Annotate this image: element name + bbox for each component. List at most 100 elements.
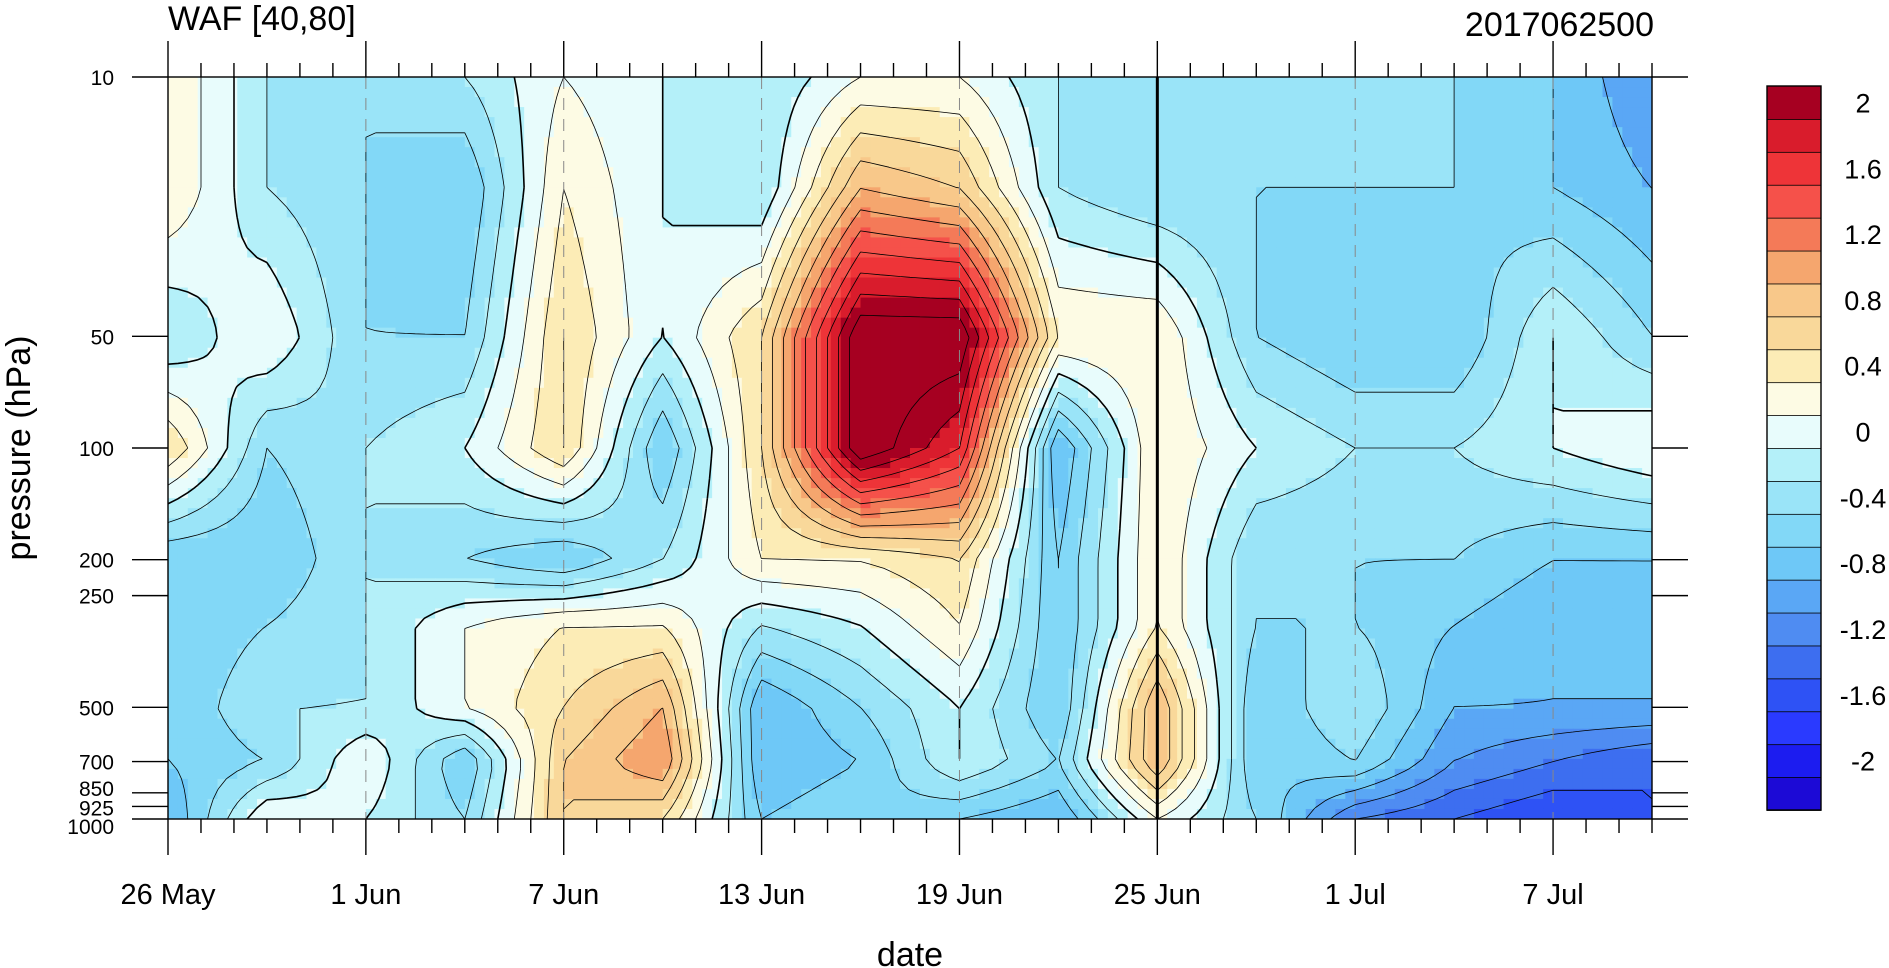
- contour-cell: [870, 87, 881, 98]
- contour-cell: [1266, 177, 1277, 188]
- contour-cell: [1028, 387, 1040, 399]
- contour-cell: [1315, 197, 1327, 208]
- contour-cell: [257, 287, 268, 299]
- contour-cell: [751, 87, 763, 98]
- contour-cell: [1216, 217, 1228, 229]
- contour-cell: [672, 307, 684, 319]
- contour-cell: [969, 87, 980, 98]
- contour-cell: [336, 197, 347, 208]
- contour-cell: [850, 87, 862, 98]
- contour-cell: [603, 377, 614, 389]
- contour-cell: [1503, 137, 1515, 148]
- contour-cell: [910, 347, 921, 359]
- contour-cell: [781, 97, 792, 108]
- contour-cell: [445, 287, 456, 299]
- contour-cell: [1384, 177, 1396, 188]
- contour-cell: [642, 137, 654, 148]
- contour-cell: [445, 147, 456, 158]
- contour-cell: [207, 357, 219, 369]
- contour-cell: [1414, 307, 1426, 319]
- contour-cell: [830, 147, 842, 158]
- contour-cell: [1038, 137, 1050, 148]
- contour-cell: [880, 107, 891, 118]
- contour-cell: [959, 117, 970, 128]
- contour-cell: [880, 287, 891, 299]
- contour-cell: [1187, 247, 1198, 259]
- contour-cell: [1107, 387, 1119, 399]
- contour-cell: [1028, 117, 1040, 128]
- contour-cell: [286, 407, 298, 419]
- contour-cell: [464, 157, 476, 168]
- contour-cell: [187, 327, 199, 339]
- contour-cell: [385, 377, 397, 389]
- contour-cell: [900, 107, 911, 118]
- contour-cell: [830, 87, 842, 98]
- contour-cell: [514, 327, 525, 339]
- contour-cell: [494, 117, 505, 128]
- contour-cell: [1177, 177, 1188, 188]
- contour-cell: [1582, 87, 1594, 98]
- contour-cell: [494, 107, 505, 118]
- contour-cell: [276, 97, 288, 108]
- contour-cell: [1196, 337, 1208, 349]
- contour-cell: [1276, 177, 1287, 188]
- contour-cell: [1513, 87, 1524, 98]
- contour-cell: [1473, 297, 1485, 309]
- contour-cell: [1058, 367, 1069, 379]
- contour-cell: [445, 317, 456, 329]
- contour-cell: [1384, 197, 1396, 208]
- contour-cell: [662, 157, 674, 168]
- contour-cell: [1454, 317, 1465, 329]
- contour-cell: [850, 127, 862, 138]
- contour-cell: [672, 147, 684, 158]
- contour-cell: [1454, 147, 1465, 158]
- contour-cell: [405, 347, 416, 359]
- contour-cell: [771, 167, 782, 178]
- contour-cell: [850, 167, 862, 178]
- contour-cell: [1038, 77, 1050, 88]
- contour-cell: [514, 227, 525, 239]
- contour-cell: [355, 197, 367, 208]
- contour-cell: [1444, 267, 1455, 279]
- contour-cell: [553, 327, 565, 339]
- contour-cell: [870, 287, 881, 299]
- contour-cell: [1276, 297, 1287, 309]
- contour-cell: [177, 107, 189, 118]
- contour-cell: [197, 137, 209, 148]
- contour-cell: [1216, 287, 1228, 299]
- contour-cell: [989, 347, 1000, 359]
- contour-cell: [682, 287, 693, 299]
- contour-cell: [989, 167, 1000, 178]
- contour-cell: [1503, 227, 1515, 239]
- contour-cell: [771, 287, 782, 299]
- contour-cell: [296, 127, 308, 138]
- contour-cell: [1285, 307, 1297, 319]
- contour-cell: [1305, 257, 1317, 269]
- contour-cell: [355, 357, 367, 369]
- contour-cell: [1246, 207, 1257, 218]
- contour-cell: [1632, 397, 1643, 409]
- contour-cell: [583, 247, 595, 259]
- contour-cell: [722, 377, 733, 389]
- contour-cell: [1147, 337, 1158, 349]
- contour-cell: [464, 117, 476, 128]
- contour-cell: [385, 407, 397, 419]
- contour-cell: [207, 127, 219, 138]
- contour-cell: [1216, 197, 1228, 208]
- contour-cell: [583, 117, 595, 128]
- contour-cell: [959, 367, 970, 379]
- contour-cell: [1325, 137, 1337, 148]
- contour-cell: [890, 177, 901, 188]
- contour-cell: [1226, 197, 1238, 208]
- contour-cell: [445, 217, 456, 229]
- contour-cell: [1008, 157, 1020, 168]
- contour-cell: [880, 237, 891, 249]
- contour-cell: [751, 277, 763, 289]
- contour-cell: [227, 147, 238, 158]
- contour-cell: [623, 347, 634, 359]
- contour-cell: [1058, 357, 1069, 369]
- contour-cell: [306, 347, 317, 359]
- contour-cell: [1038, 277, 1050, 289]
- contour-cell: [662, 127, 674, 138]
- contour-cell: [1414, 207, 1426, 218]
